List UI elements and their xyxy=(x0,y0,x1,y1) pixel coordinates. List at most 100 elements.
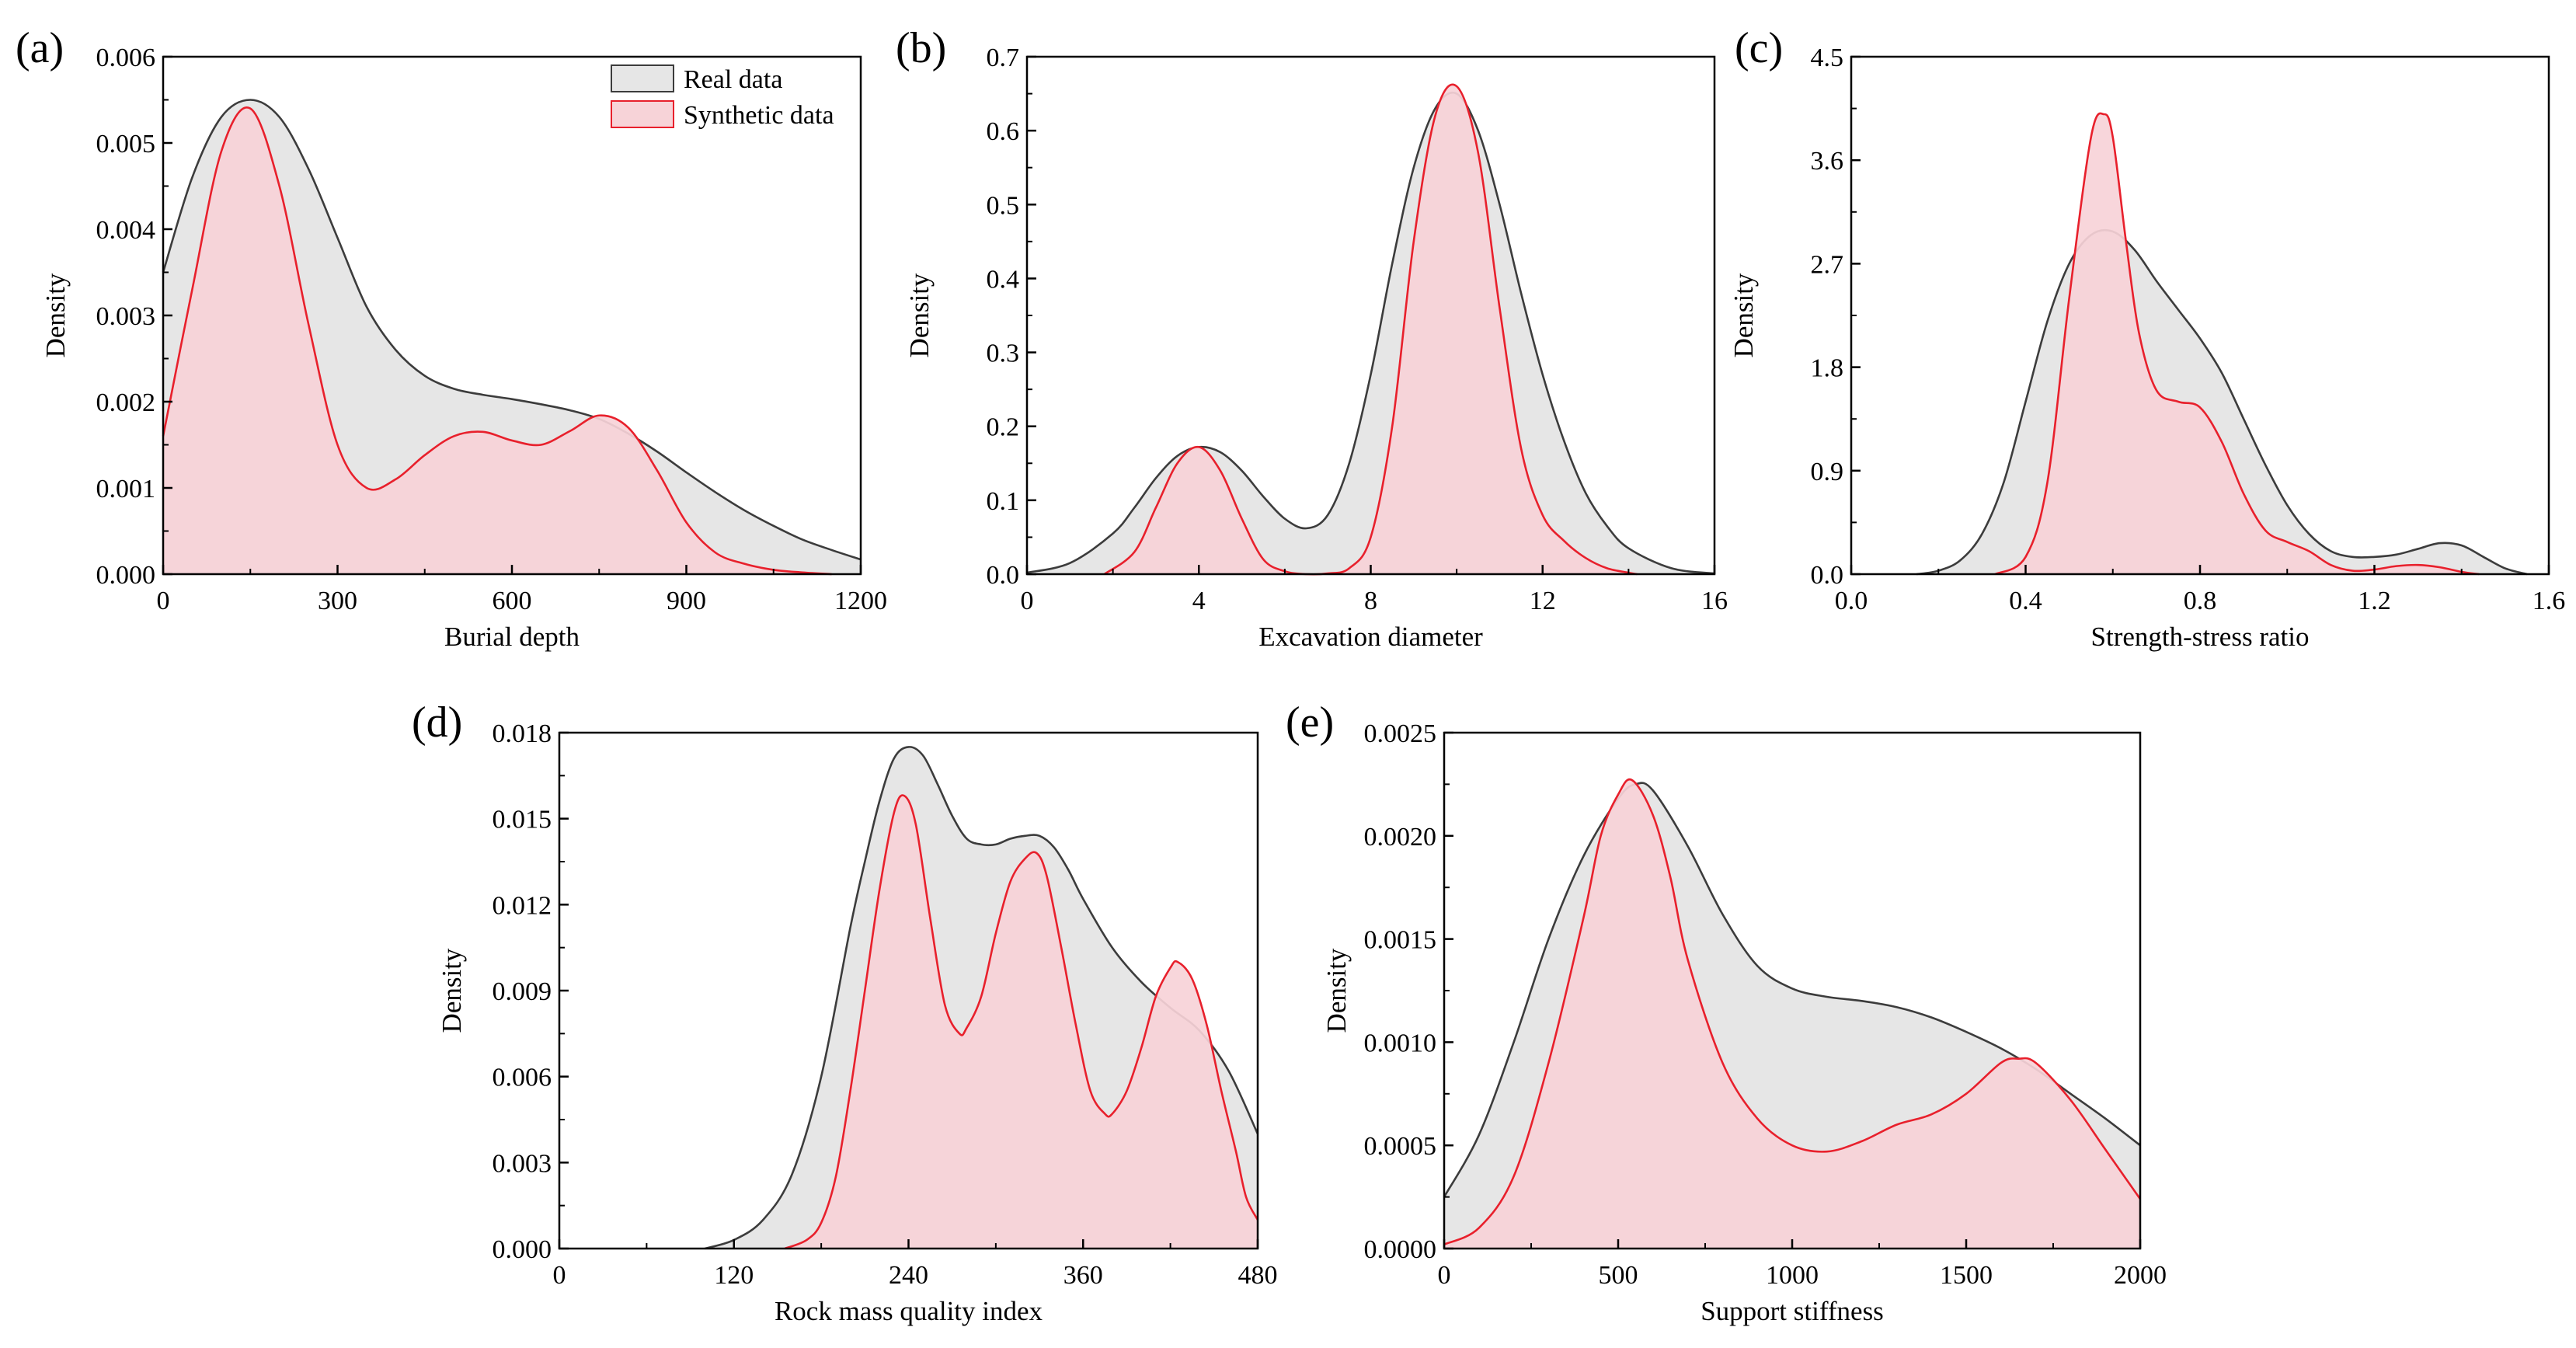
x-tick-label: 240 xyxy=(889,1261,928,1290)
y-tick-label: 0.0020 xyxy=(1364,823,1437,852)
x-tick-label: 1500 xyxy=(1940,1261,1993,1290)
y-tick-label: 0.0 xyxy=(987,561,1020,590)
y-tick-label: 0.2 xyxy=(987,413,1020,442)
y-tick-label: 0.001 xyxy=(96,475,156,503)
legend: Real data Synthetic data xyxy=(611,64,834,130)
real-data-line xyxy=(1443,782,2141,1198)
synthetic-data-line xyxy=(784,794,1259,1250)
y-axis-label: Density xyxy=(904,273,935,357)
y-tick-label: 0.4 xyxy=(987,265,1020,294)
panel-letter: (d) xyxy=(412,698,462,747)
panel-letter: (b) xyxy=(896,24,946,72)
x-tick-label: 1.6 xyxy=(2532,587,2566,615)
y-tick-label: 0.006 xyxy=(96,44,156,72)
y-tick-label: 0.012 xyxy=(493,891,552,920)
legend-label-real: Real data xyxy=(684,65,782,94)
chart-panel-3: (c) 0.0 0.4 0.8 1.2 1.6 0.0 0.9 1.8 2.7 3.6 4.5 Stre… xyxy=(1728,24,2565,652)
y-tick-label: 0.6 xyxy=(987,117,1020,146)
synthetic-data-line xyxy=(1443,778,2142,1245)
y-axis-label: Density xyxy=(1728,273,1759,357)
y-tick-label: 0.006 xyxy=(493,1064,552,1092)
x-tick-label: 300 xyxy=(318,587,357,615)
y-tick-label: 0.5 xyxy=(987,191,1020,220)
y-axis-label: Density xyxy=(40,273,71,357)
x-tick-label: 0.4 xyxy=(2009,587,2042,615)
y-tick-label: 3.6 xyxy=(1811,147,1844,176)
y-tick-label: 0.002 xyxy=(96,388,156,417)
chart-panel-5: (e) 0 500 1000 1500 2000 0.0000 0.0005 0.0010 0.0… xyxy=(1286,698,2167,1326)
x-tick-label: 480 xyxy=(1238,1261,1278,1290)
y-tick-label: 0.000 xyxy=(493,1235,552,1264)
x-tick-label: 0.0 xyxy=(1835,587,1868,615)
synthetic-data-line xyxy=(1103,83,1638,576)
y-axis-label: Density xyxy=(1321,948,1352,1033)
x-axis-label: Strength-stress ratio xyxy=(2091,622,2310,652)
x-tick-label: 1.2 xyxy=(2358,587,2391,615)
chart-panel-1: (a) 0 300 600 900 1200 0.000 0.001 0.002 0.003 0.0… xyxy=(16,24,887,652)
x-tick-label: 12 xyxy=(1530,587,1556,615)
y-tick-label: 0.009 xyxy=(493,977,552,1006)
x-tick-label: 0 xyxy=(553,1261,566,1290)
x-tick-label: 900 xyxy=(667,587,706,615)
y-tick-label: 0.0025 xyxy=(1364,719,1437,748)
y-tick-label: 0.015 xyxy=(493,806,552,834)
x-tick-label: 16 xyxy=(1701,587,1728,615)
synthetic-data-line xyxy=(162,106,832,576)
x-axis-label: Support stiffness xyxy=(1701,1296,1884,1326)
y-tick-label: 0.9 xyxy=(1811,458,1844,486)
x-tick-label: 0.8 xyxy=(2184,587,2217,615)
x-tick-label: 0 xyxy=(1021,587,1034,615)
y-axis-label: Density xyxy=(437,948,467,1033)
panel-letter: (a) xyxy=(16,24,64,72)
y-tick-label: 0.0005 xyxy=(1364,1132,1437,1161)
y-tick-label: 0.0015 xyxy=(1364,926,1437,955)
y-tick-label: 0.7 xyxy=(987,44,1020,72)
y-tick-label: 0.003 xyxy=(493,1149,552,1178)
x-tick-label: 0 xyxy=(157,587,170,615)
y-tick-label: 0.018 xyxy=(493,719,552,748)
y-tick-label: 0.005 xyxy=(96,130,156,158)
real-data-line xyxy=(162,99,862,561)
y-tick-label: 0.004 xyxy=(96,216,156,245)
synthetic-data-area xyxy=(1995,113,2480,575)
y-tick-label: 0.0 xyxy=(1811,561,1844,590)
real-data-area xyxy=(1027,92,1714,575)
chart-panel-4: (d) 0 120 240 360 480 0.000 0.003 0.006 0.009 0.01… xyxy=(412,698,1278,1326)
y-tick-label: 0.0010 xyxy=(1364,1029,1437,1057)
y-tick-label: 4.5 xyxy=(1811,44,1844,72)
y-tick-label: 0.000 xyxy=(96,561,156,590)
panel-letter: (c) xyxy=(1735,24,1783,72)
y-tick-label: 0.3 xyxy=(987,340,1020,368)
panel-letter: (e) xyxy=(1286,698,1334,747)
x-tick-label: 360 xyxy=(1063,1261,1103,1290)
synthetic-data-area xyxy=(1104,84,1638,575)
synthetic-data-area xyxy=(785,795,1258,1249)
x-tick-label: 1000 xyxy=(1766,1261,1819,1290)
real-data-line xyxy=(1916,228,2528,576)
x-tick-label: 1200 xyxy=(834,587,887,615)
y-tick-label: 0.003 xyxy=(96,302,156,331)
x-tick-label: 500 xyxy=(1599,1261,1638,1290)
x-tick-label: 4 xyxy=(1192,587,1206,615)
x-axis-label: Rock mass quality index xyxy=(775,1296,1043,1326)
y-tick-label: 0.1 xyxy=(987,487,1020,516)
y-tick-label: 0.0000 xyxy=(1364,1235,1437,1264)
chart-panel-2: (b) 0 4 8 12 16 0.0 0.1 0.2 0.3 0.4 0.5 0.6 0.7 Excava… xyxy=(896,24,1728,652)
synthetic-data-line xyxy=(1994,112,2480,576)
x-tick-label: 8 xyxy=(1364,587,1377,615)
synthetic-data-area xyxy=(163,107,832,575)
x-axis-label: Burial depth xyxy=(444,622,580,652)
x-tick-label: 0 xyxy=(1438,1261,1451,1290)
x-tick-label: 120 xyxy=(714,1261,754,1290)
real-data-line xyxy=(704,746,1259,1250)
legend-swatch-real xyxy=(611,64,674,92)
synthetic-data-area xyxy=(1444,779,2140,1249)
x-tick-label: 2000 xyxy=(2114,1261,2167,1290)
x-tick-label: 600 xyxy=(493,587,532,615)
x-axis-label: Excavation diameter xyxy=(1258,622,1483,652)
y-tick-label: 1.8 xyxy=(1811,354,1844,383)
legend-swatch-synthetic xyxy=(611,100,674,128)
y-tick-label: 2.7 xyxy=(1811,250,1844,279)
real-data-line xyxy=(1026,92,1715,575)
